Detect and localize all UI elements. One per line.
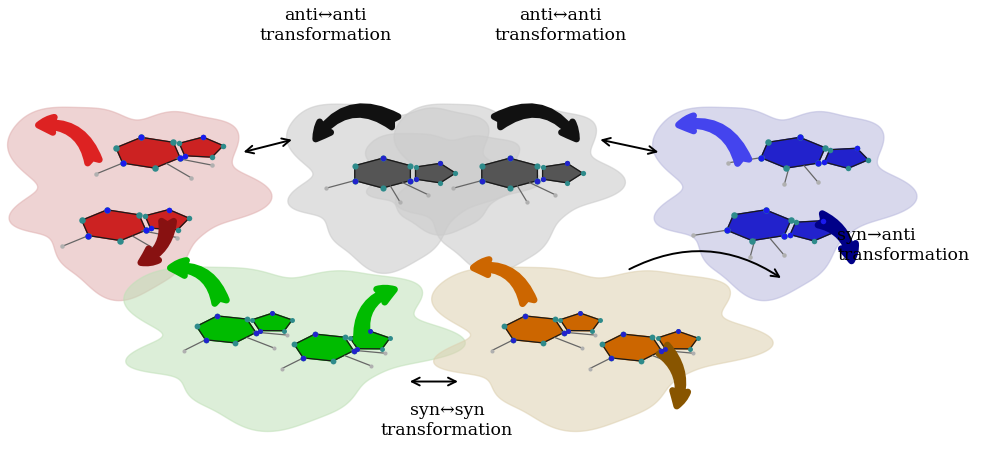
- Polygon shape: [82, 210, 146, 241]
- Polygon shape: [355, 158, 410, 188]
- Polygon shape: [727, 210, 791, 241]
- Text: anti↔anti
transformation: anti↔anti transformation: [494, 8, 627, 44]
- Polygon shape: [824, 148, 868, 168]
- Text: syn→anti
transformation: syn→anti transformation: [837, 227, 969, 264]
- Polygon shape: [179, 137, 223, 157]
- Polygon shape: [602, 334, 661, 361]
- Polygon shape: [366, 134, 542, 235]
- Polygon shape: [504, 316, 564, 343]
- Polygon shape: [252, 313, 292, 331]
- Polygon shape: [658, 331, 698, 349]
- Polygon shape: [294, 334, 354, 361]
- Polygon shape: [287, 104, 518, 273]
- Polygon shape: [761, 137, 825, 168]
- Polygon shape: [145, 210, 189, 230]
- Polygon shape: [543, 163, 583, 183]
- Polygon shape: [482, 158, 537, 188]
- Text: syn↔syn
transformation: syn↔syn transformation: [381, 402, 513, 439]
- Polygon shape: [653, 107, 917, 301]
- Polygon shape: [416, 163, 455, 183]
- Polygon shape: [197, 316, 256, 343]
- Polygon shape: [560, 313, 600, 331]
- Polygon shape: [432, 267, 773, 431]
- Polygon shape: [116, 137, 180, 168]
- Polygon shape: [8, 107, 272, 301]
- Polygon shape: [790, 221, 834, 241]
- Text: anti↔anti
transformation: anti↔anti transformation: [260, 8, 392, 44]
- Polygon shape: [394, 104, 625, 273]
- Polygon shape: [350, 331, 390, 349]
- Polygon shape: [124, 267, 465, 431]
